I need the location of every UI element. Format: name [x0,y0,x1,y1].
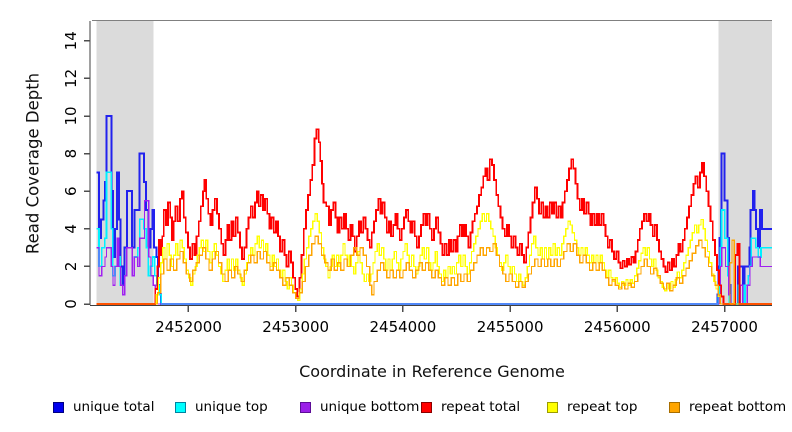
series-repeat-top-line [96,213,772,305]
legend-item-unique-top: unique top [175,398,268,416]
y-tick-label: 2 [62,262,80,272]
legend-label: repeat total [441,399,521,415]
legend-item-unique-bottom: unique bottom [300,398,419,416]
legend-item-repeat-total: repeat total [421,398,520,416]
y-axis-title: Read Coverage Depth [23,72,43,255]
unique-total-swatch-icon [53,401,64,413]
y-tick-label: 12 [62,69,80,88]
x-tick-label: 2456000 [584,318,651,336]
repeat-total-swatch-icon [421,401,432,413]
legend-label: unique total [73,399,155,415]
series-unique-total-line [96,115,772,305]
legend-label: repeat bottom [689,399,787,415]
legend-label: repeat top [567,399,638,415]
x-tick-label: 2455000 [477,318,544,336]
x-tick-label: 2457000 [691,318,758,336]
legend-item-repeat-top: repeat top [547,398,637,416]
y-tick-label: 4 [62,224,80,234]
legend-label: unique top [195,399,268,415]
legend-item-unique-total: unique total [53,398,154,416]
legend: unique total unique top unique bottom repea… [0,398,792,418]
y-tick-label: 0 [62,299,80,309]
repeat-bottom-swatch-icon [669,401,680,413]
series-repeat-bottom-line [96,235,772,305]
unique-top-swatch-icon [175,401,186,413]
legend-label: unique bottom [320,399,420,415]
y-tick-label: 8 [62,149,80,159]
x-axis-title: Coordinate in Reference Genome [299,362,565,381]
legend-item-repeat-bottom: repeat bottom [669,398,786,416]
series-repeat-total-line [96,128,772,305]
x-tick-label: 2453000 [262,318,329,336]
unique-bottom-swatch-icon [300,401,311,413]
y-tick-label: 10 [62,106,80,125]
x-tick-label: 2454000 [369,318,436,336]
shaded-region-right-flank [718,21,772,304]
y-tick-label: 14 [62,31,80,50]
x-tick-label: 2452000 [155,318,222,336]
y-tick-label: 6 [62,186,80,196]
repeat-top-swatch-icon [547,401,558,413]
